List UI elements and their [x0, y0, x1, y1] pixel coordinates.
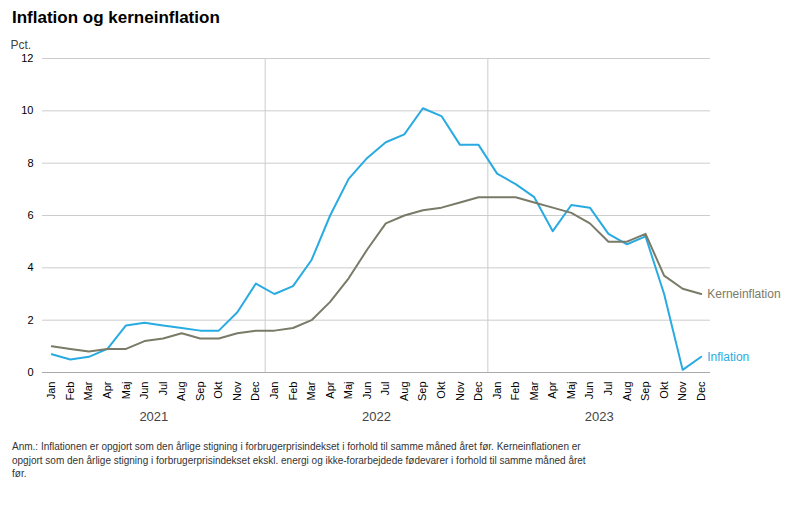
svg-text:Mar: Mar	[305, 381, 317, 400]
svg-text:Kerneinflation: Kerneinflation	[707, 287, 780, 301]
svg-text:Dec: Dec	[695, 381, 707, 401]
svg-text:Jan: Jan	[491, 382, 503, 400]
svg-text:Apr: Apr	[546, 381, 558, 398]
svg-text:12: 12	[21, 52, 33, 64]
svg-text:Mar: Mar	[528, 381, 540, 400]
svg-text:Mar: Mar	[82, 381, 94, 400]
svg-text:Nov: Nov	[676, 381, 688, 401]
svg-text:8: 8	[27, 157, 33, 169]
svg-text:Sep: Sep	[194, 382, 206, 402]
svg-text:10: 10	[21, 104, 33, 116]
svg-text:4: 4	[27, 261, 33, 273]
svg-text:Dec: Dec	[472, 381, 484, 401]
svg-text:Maj: Maj	[565, 382, 577, 400]
svg-text:Feb: Feb	[509, 382, 521, 401]
svg-text:Jan: Jan	[268, 382, 280, 400]
html-text:Inflation og kerneinflation: Inflation og kerneinflation	[12, 8, 220, 27]
svg-text:Jun: Jun	[583, 382, 595, 400]
svg-text:Jan: Jan	[45, 382, 57, 400]
svg-text:Dec: Dec	[249, 381, 261, 401]
svg-text:Jul: Jul	[157, 382, 169, 396]
svg-text:Aug: Aug	[621, 382, 633, 402]
svg-text:Okt: Okt	[212, 382, 224, 399]
svg-text:Aug: Aug	[175, 382, 187, 402]
svg-text:Jun: Jun	[138, 382, 150, 400]
svg-text:Maj: Maj	[120, 382, 132, 400]
svg-text:2: 2	[27, 314, 33, 326]
svg-text:Feb: Feb	[287, 382, 299, 401]
svg-text:Nov: Nov	[231, 381, 243, 401]
svg-text:Maj: Maj	[342, 382, 354, 400]
svg-text:2023: 2023	[585, 409, 614, 424]
svg-text:Aug: Aug	[398, 382, 410, 402]
svg-text:Inflation: Inflation	[707, 350, 749, 364]
svg-text:Apr: Apr	[324, 381, 336, 398]
svg-text:6: 6	[27, 209, 33, 221]
svg-text:Jul: Jul	[602, 382, 614, 396]
svg-text:Sep: Sep	[639, 382, 651, 402]
svg-text:Feb: Feb	[64, 382, 76, 401]
svg-text:2021: 2021	[139, 409, 168, 424]
html-text:Anm.: Inflationen er opgjort s: Anm.: Inflationen er opgjort som den årl…	[12, 441, 586, 479]
svg-text:Sep: Sep	[416, 382, 428, 402]
svg-text:0: 0	[27, 366, 33, 378]
svg-text:2022: 2022	[362, 409, 391, 424]
svg-text:Nov: Nov	[454, 381, 466, 401]
svg-text:Jul: Jul	[379, 382, 391, 396]
svg-text:Pct.: Pct.	[11, 38, 32, 52]
svg-text:Apr: Apr	[101, 381, 113, 398]
svg-text:Okt: Okt	[435, 382, 447, 399]
svg-text:Okt: Okt	[658, 382, 670, 399]
svg-text:Jun: Jun	[361, 382, 373, 400]
